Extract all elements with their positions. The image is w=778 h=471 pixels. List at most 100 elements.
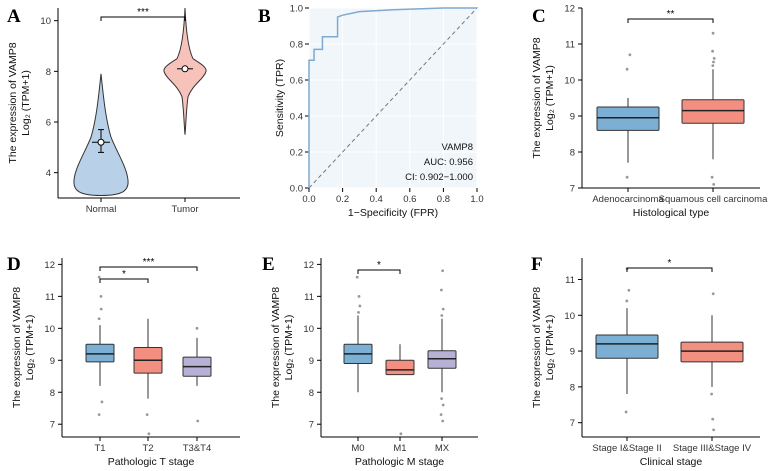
box-stage-iii-stage-iv [680, 341, 744, 363]
y-axis-label: The expression of VAMP8 Log₂ (TPM+1) [7, 42, 32, 163]
outlier-point [195, 326, 199, 330]
y-tick-label: 8 [570, 148, 575, 159]
y-axis-label: The expression of VAMP8 Log₂ (TPM+1) [11, 287, 36, 408]
y-tick-label: 11 [565, 40, 575, 51]
outlier-point [440, 397, 443, 401]
x-tick-label: MX [435, 443, 450, 454]
box-m1 [385, 359, 415, 376]
y-tick-label: 11 [304, 292, 314, 303]
significance-bracket [627, 18, 714, 23]
y-tick-label: 11 [45, 292, 55, 303]
significance-bracket [626, 267, 713, 272]
y-tick-label: 0.0 [290, 184, 303, 195]
x-tick-label: Adenocarcinoma [592, 194, 664, 205]
outlier-point [711, 64, 715, 67]
x-tick-label: 1.0 [470, 194, 483, 205]
significance-label: ** [667, 9, 675, 20]
y-axis-label: The expression of VAMP8 Log₂ (TPM+1) [531, 287, 556, 408]
outlier-point [358, 304, 362, 308]
y-tick-label: 9 [50, 356, 55, 367]
outlier-point [100, 400, 104, 404]
roc-curve [308, 7, 477, 188]
outlier-point [625, 175, 629, 179]
y-axis-label-line2: Log₂ (TPM+1) [20, 70, 32, 136]
outlier-point [441, 269, 444, 273]
outlier-point [97, 317, 101, 321]
y-tick-label: 7 [570, 418, 575, 429]
y-axis-label-line1: The expression of VAMP8 [270, 287, 282, 408]
x-tick-label: Stage I&Stage II [592, 443, 661, 454]
violin-normal-median [97, 138, 105, 146]
y-axis-label-line1: The expression of VAMP8 [531, 37, 543, 158]
y-tick-label: 7 [570, 184, 575, 195]
y-axis-label: Sensitivity (TPR) [274, 59, 286, 137]
y-tick-label: 12 [44, 260, 55, 271]
outlier-point [711, 49, 714, 53]
panel-letter-e: E [262, 254, 275, 275]
outlier-point [355, 275, 359, 279]
significance-label: * [122, 269, 126, 280]
y-tick-label: 4 [46, 168, 51, 179]
x-tick-label: M1 [393, 443, 406, 454]
outlier-point [357, 294, 361, 298]
y-tick-label: 12 [303, 260, 314, 271]
y-tick-label: 10 [303, 324, 314, 335]
significance-label: *** [137, 7, 149, 18]
significance-bracket [357, 269, 401, 274]
roc-annotation: CI: 0.902−1.000 [405, 172, 473, 183]
y-tick-label: 7 [309, 420, 314, 431]
box-adenocarcinoma [596, 106, 660, 131]
panel-letter-a: A [7, 6, 21, 27]
significance-label: * [377, 260, 381, 271]
box-mx [427, 350, 457, 369]
x-tick-label: Tumor [171, 204, 198, 215]
outlier-point [97, 275, 101, 279]
y-tick-label: 11 [565, 275, 575, 286]
y-tick-label: 1.0 [290, 4, 303, 15]
outlier-point [712, 183, 716, 186]
y-tick-label: 6 [46, 118, 51, 129]
x-tick-label: Stage III&Stage IV [673, 443, 752, 454]
violin-tumor-median [181, 65, 189, 73]
outlier-point [712, 428, 715, 432]
x-tick-label: M0 [351, 443, 364, 454]
outlier-point [710, 175, 714, 179]
significance-bracket [99, 278, 149, 283]
y-tick-label: 0.8 [290, 40, 303, 51]
y-tick-label: 0.6 [290, 76, 303, 87]
y-axis-label-text: Sensitivity (TPR) [274, 59, 286, 137]
y-tick-label: 8 [46, 67, 51, 78]
outlier-point [440, 288, 443, 292]
outlier-point [147, 432, 151, 436]
outlier-point [625, 67, 629, 71]
outlier-point [196, 419, 200, 423]
x-axis-label: Pathologic M stage [355, 456, 444, 468]
y-axis-label-line1: The expression of VAMP8 [11, 287, 23, 408]
outlier-point [99, 307, 103, 311]
y-tick-label: 10 [564, 76, 575, 87]
panel-letter-d: D [7, 254, 21, 275]
x-tick-label: 0.4 [370, 194, 383, 205]
outlier-point [441, 307, 445, 311]
y-tick-label: 8 [309, 388, 314, 399]
outlier-point [625, 299, 629, 303]
panel-letter-b: B [258, 6, 271, 27]
roc-diagonal [308, 7, 478, 189]
panel-letter-c: C [532, 6, 546, 27]
outlier-point [712, 57, 716, 60]
y-tick-label: 12 [564, 4, 575, 15]
x-tick-label: T1 [94, 443, 105, 454]
y-axis-label: The expression of VAMP8 Log₂ (TPM+1) [270, 287, 295, 408]
x-tick-label: Squamous cell carcinoma [659, 194, 768, 205]
box-t1 [85, 343, 115, 363]
y-tick-label: 9 [570, 347, 575, 358]
y-tick-label: 0.4 [290, 112, 303, 123]
y-tick-label: 10 [40, 16, 51, 27]
outlier-point [627, 288, 631, 292]
y-tick-label: 10 [44, 324, 55, 335]
significance-label: * [668, 258, 672, 269]
outlier-point [357, 310, 360, 314]
panel-letter-f: F [531, 254, 543, 275]
outlier-point [711, 292, 715, 296]
